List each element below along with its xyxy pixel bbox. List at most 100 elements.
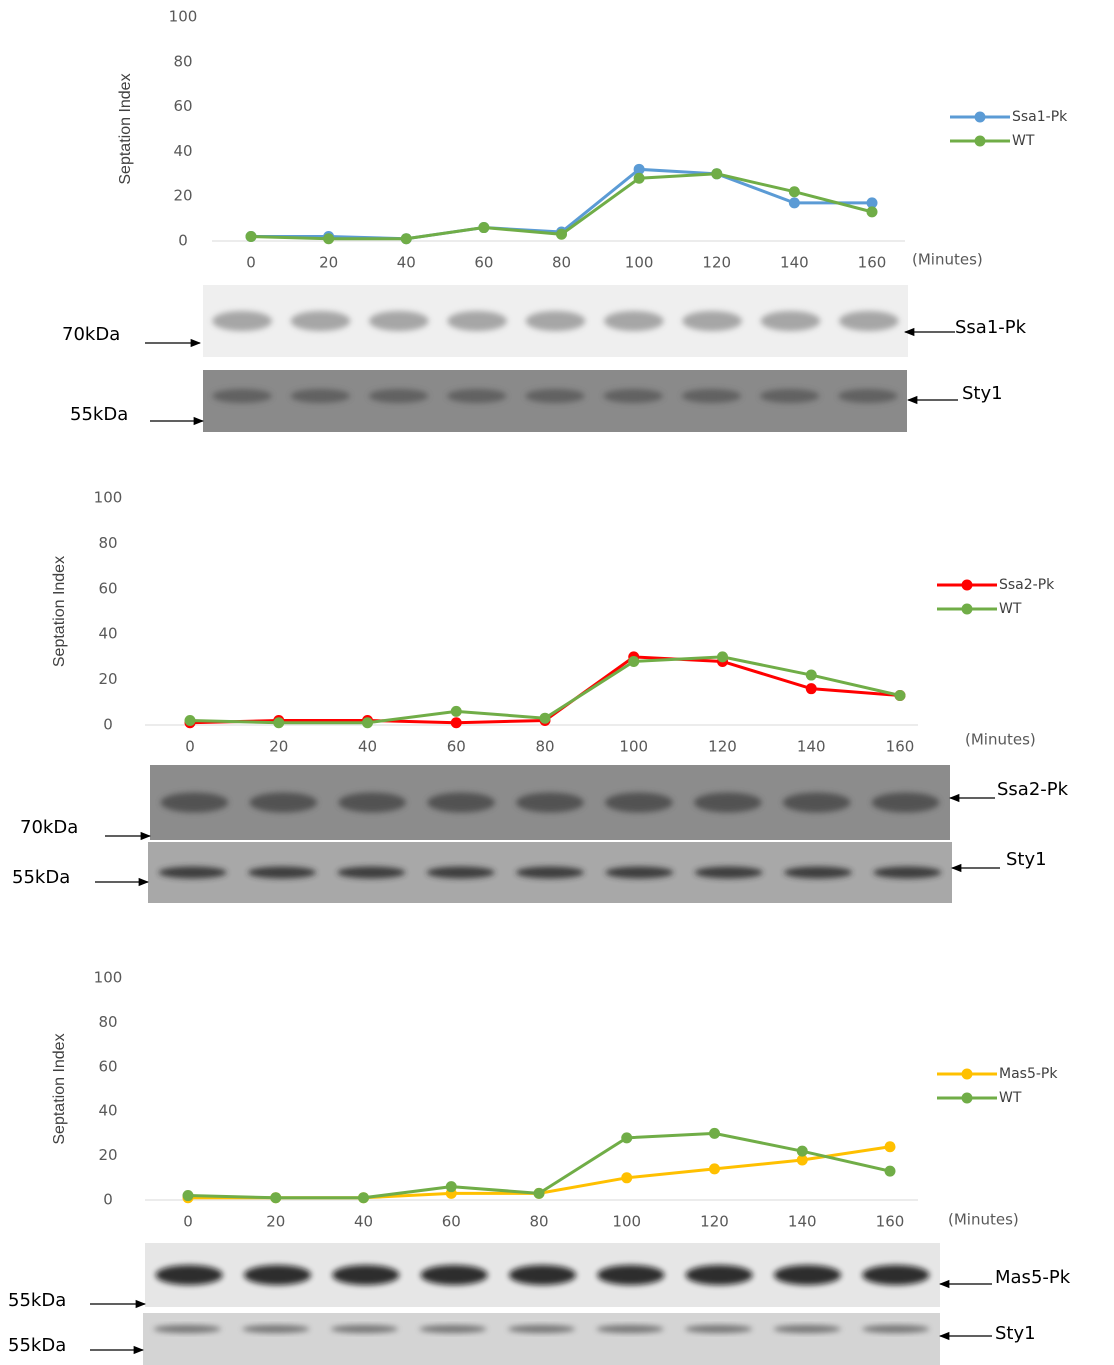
x-tick-label: 60 <box>447 738 466 756</box>
blot-band <box>783 793 851 813</box>
legend-label: WT <box>1012 133 1035 149</box>
legend-label: WT <box>999 601 1022 617</box>
blot-band <box>248 867 316 879</box>
point <box>401 233 412 244</box>
blot-band <box>154 1325 221 1333</box>
figure: 0 20 40 60 80 100 Septation Index 0 20 40 60 80 100 1… <box>0 0 1114 1365</box>
point <box>806 670 817 681</box>
point <box>885 1166 896 1177</box>
point <box>183 1190 194 1201</box>
y-axis-label: Septation Index <box>117 73 134 184</box>
blot-band <box>250 793 318 813</box>
x-tick-label: 80 <box>535 738 554 756</box>
blot-band <box>526 311 586 331</box>
blot <box>143 1313 940 1365</box>
point <box>711 168 722 179</box>
blot-band <box>761 311 821 331</box>
blot-band <box>212 389 271 403</box>
x-axis-label: (Minutes) <box>948 1211 1019 1229</box>
y-axis-label: Septation Index <box>51 556 68 667</box>
point <box>895 690 906 701</box>
y-tick-label: 100 <box>169 8 198 26</box>
blot-band <box>369 389 428 403</box>
y-tick-label: 60 <box>173 97 192 115</box>
blot-band <box>419 1325 486 1333</box>
y-tick-label: 20 <box>173 187 192 205</box>
y-tick-label: 20 <box>98 670 117 688</box>
y-tick-label: 0 <box>103 1191 113 1209</box>
blot-band <box>872 793 940 813</box>
blot-label: Sty1 <box>1006 849 1047 870</box>
blot-label: Ssa2-Pk <box>997 779 1069 800</box>
x-tick-label: 0 <box>246 254 256 272</box>
point <box>789 186 800 197</box>
blot-band <box>694 793 762 813</box>
blot-band <box>682 311 742 331</box>
x-tick-label: 60 <box>474 254 493 272</box>
legend-marker <box>962 1069 973 1080</box>
blot-band <box>605 867 673 879</box>
blot-label: 55kDa <box>12 867 70 888</box>
y-tick-label: 100 <box>94 489 123 507</box>
legend-label: Ssa2-Pk <box>999 577 1055 593</box>
blot-band <box>447 311 507 331</box>
blot-label: 55kDa <box>70 404 128 425</box>
blot-band <box>447 389 506 403</box>
blot-band <box>156 1265 223 1285</box>
page: {"chart_data": [ {"type": "line", "y_lab… <box>0 0 1114 1365</box>
point <box>185 715 196 726</box>
x-tick-label: 20 <box>269 738 288 756</box>
y-tick-label: 80 <box>173 52 192 70</box>
x-tick-label: 60 <box>442 1213 461 1231</box>
point <box>323 233 334 244</box>
blot-band <box>682 389 741 403</box>
blot-band <box>597 1265 664 1285</box>
blot-band <box>603 389 662 403</box>
blot-band <box>838 389 897 403</box>
point <box>446 1181 457 1192</box>
blot-band <box>337 867 405 879</box>
y-tick-label: 100 <box>94 969 123 987</box>
x-axis-label: (Minutes) <box>965 731 1036 749</box>
x-tick-label: 40 <box>354 1213 373 1231</box>
blot-band <box>242 1325 309 1333</box>
blot-band <box>774 1265 841 1285</box>
point <box>362 717 373 728</box>
point <box>634 173 645 184</box>
legend-label: WT <box>999 1090 1022 1106</box>
blot-band <box>508 1325 575 1333</box>
blot-band <box>839 311 899 331</box>
point <box>273 717 284 728</box>
point <box>451 717 462 728</box>
x-tick-label: 160 <box>858 254 887 272</box>
y-tick-label: 0 <box>103 716 113 734</box>
legend-marker <box>962 580 973 591</box>
x-tick-label: 40 <box>358 738 377 756</box>
blot-band <box>596 1325 663 1333</box>
blot-band <box>774 1325 841 1333</box>
legend-marker <box>975 112 986 123</box>
point <box>540 713 551 724</box>
point <box>621 1132 632 1143</box>
x-tick-label: 140 <box>797 738 826 756</box>
blot-label: Ssa1-Pk <box>955 317 1027 338</box>
x-tick-label: 0 <box>183 1213 193 1231</box>
blot-band <box>516 793 584 813</box>
y-tick-label: 60 <box>98 1057 117 1075</box>
point <box>717 651 728 662</box>
blot-band <box>695 867 763 879</box>
legend-marker <box>962 1093 973 1104</box>
point <box>789 197 800 208</box>
x-tick-label: 120 <box>702 254 731 272</box>
y-tick-label: 40 <box>98 1102 117 1120</box>
y-tick-label: 20 <box>98 1146 117 1164</box>
x-tick-label: 20 <box>319 254 338 272</box>
point <box>246 231 257 242</box>
blot-band <box>212 311 272 331</box>
y-tick-label: 0 <box>178 232 188 250</box>
blot-band <box>686 1265 753 1285</box>
blot-label: Mas5-Pk <box>995 1267 1071 1288</box>
point <box>709 1163 720 1174</box>
blot-label: 55kDa <box>8 1290 66 1311</box>
y-tick-label: 80 <box>98 1013 117 1031</box>
